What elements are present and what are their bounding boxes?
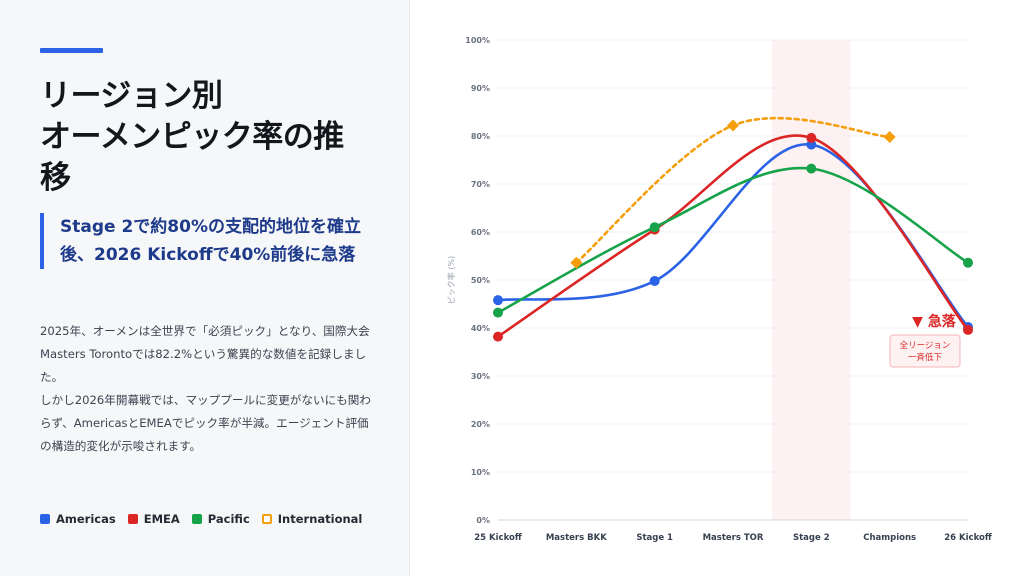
description-paragraph: 2025年、オーメンは全世界で「必須ピック」となり、国際大会Masters To… (40, 324, 370, 384)
drop-annotation-note: 一斉低下 (908, 352, 943, 363)
description-paragraph: しかし2026年開幕戦では、マッププールに変更がないにも関わらず、America… (40, 393, 371, 453)
chart-legend: Americas EMEA Pacific International (40, 512, 374, 526)
y-tick-label: 100% (465, 36, 490, 45)
x-tick-label: Stage 1 (636, 533, 673, 543)
drop-annotation-label: ▼ 急落 (912, 313, 957, 330)
data-point-pacific (493, 307, 503, 318)
legend-label: International (277, 512, 363, 526)
series-line-emea (496, 134, 970, 338)
y-axis-label: ピック率 (%) (446, 256, 456, 304)
x-tick-label: 26 Kickoff (944, 533, 992, 543)
legend-swatch (127, 514, 138, 524)
title-line: オーメンピック率の推 (40, 119, 344, 155)
x-tick-label: 25 Kickoff (474, 533, 522, 543)
left-panel: リージョン別 オーメンピック率の推 移 Stage 2で約80%の支配的地位を確… (0, 0, 410, 576)
drop-annotation-box (889, 334, 961, 368)
legend-item-international: International (261, 512, 363, 526)
y-tick-label: 70% (471, 180, 490, 189)
data-point-emea (806, 132, 817, 143)
y-tick-label: 10% (471, 468, 490, 477)
accent-bar (40, 48, 103, 53)
legend-item-emea: EMEA (127, 512, 180, 526)
legend-item-pacific: Pacific (191, 512, 250, 526)
y-tick-label: 80% (471, 132, 490, 141)
x-tick-label: Masters BKK (546, 533, 607, 543)
data-point-emea (963, 324, 973, 335)
y-tick-label: 20% (471, 420, 490, 429)
drop-annotation-note: 全リージョン (900, 340, 951, 351)
y-tick-label: 0% (476, 516, 490, 525)
y-tick-label: 50% (471, 276, 490, 285)
data-point-international (570, 256, 583, 269)
y-tick-label: 30% (471, 372, 490, 381)
title-line: 移 (40, 160, 71, 196)
pick-rate-line-chart: 0% 10% 20% 30% 40% 50% 60% 70% 80% 90% 100% 25 Kick… (446, 36, 992, 543)
y-tick-label: 40% (471, 324, 490, 333)
y-tick-label: 60% (471, 228, 490, 237)
legend-label: Pacific (207, 512, 250, 526)
legend-swatch (191, 514, 202, 524)
chart-area: 0% 10% 20% 30% 40% 50% 60% 70% 80% 90% 100% 25 Kick… (410, 0, 1024, 576)
x-tick-label: Champions (863, 533, 916, 543)
key-finding-callout: Stage 2で約80%の支配的地位を確立後、2026 Kickoffで40%前… (40, 213, 370, 269)
y-tick-label: 90% (471, 84, 490, 93)
data-point-pacific (963, 257, 973, 268)
legend-swatch (40, 514, 50, 524)
legend-label: EMEA (143, 512, 180, 526)
data-point-international (727, 119, 739, 132)
title-line: リージョン別 (40, 78, 223, 114)
series-line-pacific (496, 166, 970, 314)
description: 2025年、オーメンは全世界で「必須ピック」となり、国際大会Masters To… (40, 320, 375, 458)
data-point-international (883, 130, 896, 143)
data-point-pacific (649, 222, 660, 233)
series-line-americas (496, 143, 970, 329)
data-point-pacific (806, 163, 817, 174)
x-tick-label: Stage 2 (793, 533, 830, 543)
page-title: リージョン別 オーメンピック率の推 移 (40, 76, 380, 199)
data-point-emea (493, 331, 503, 342)
data-point-americas (493, 295, 503, 306)
x-tick-label: Masters TOR (703, 533, 764, 543)
legend-label: Americas (56, 512, 116, 526)
data-point-americas (649, 275, 660, 286)
legend-item-americas: Americas (40, 512, 116, 526)
legend-swatch (261, 514, 272, 524)
